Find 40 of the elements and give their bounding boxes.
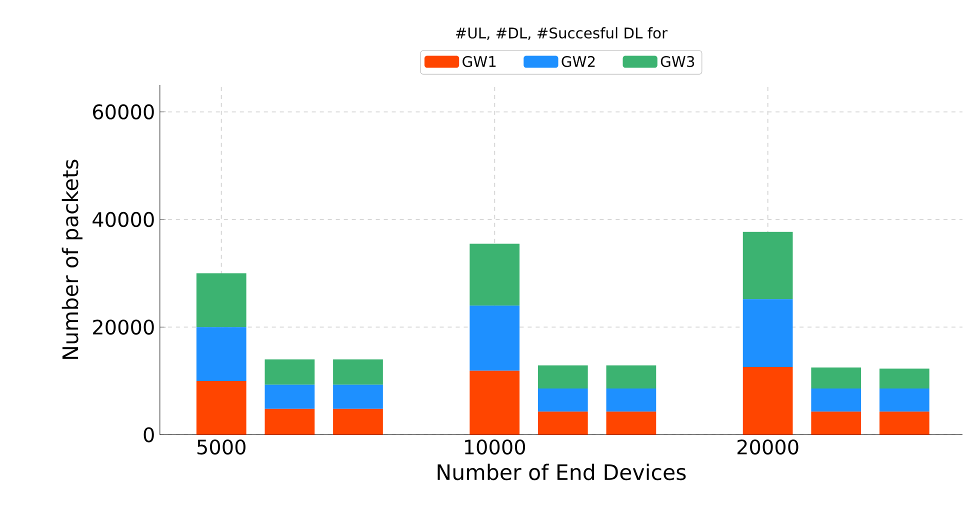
bar — [333, 360, 383, 385]
bar — [264, 409, 315, 435]
bar — [811, 388, 862, 412]
legend-label: GW2 — [562, 56, 595, 68]
y-tick-label: 60000 — [93, 104, 154, 120]
y-tick-label: 20000 — [93, 320, 154, 335]
x-tick-label: 20000 — [737, 440, 798, 455]
bar — [742, 232, 793, 300]
bar — [264, 384, 315, 410]
legend-label: GW3 — [660, 56, 694, 68]
bar — [470, 244, 520, 306]
bar — [196, 327, 246, 382]
bar — [811, 368, 862, 389]
y-tick-label: 40000 — [92, 212, 154, 228]
bar — [470, 306, 520, 371]
y-tick-label: 0 — [144, 427, 154, 442]
bar — [538, 412, 588, 435]
bar — [879, 388, 930, 412]
bar — [742, 367, 793, 435]
legend-title: #UL, #DL, #Succesful DL for — [456, 27, 668, 40]
x-tick-label: 10000 — [465, 440, 526, 455]
bar — [538, 365, 588, 389]
bar — [333, 409, 383, 435]
bar — [606, 412, 656, 435]
bar — [333, 384, 383, 410]
bar — [606, 388, 656, 412]
bar — [470, 370, 520, 435]
bar — [538, 388, 588, 412]
bar — [811, 412, 862, 435]
bar — [879, 412, 930, 435]
x-tick-label: 5000 — [197, 440, 246, 455]
bar — [196, 273, 246, 328]
bar — [879, 368, 930, 389]
x-axis-title: Number of End Devices — [438, 464, 686, 480]
y-axis-title: Number of packets — [62, 160, 82, 360]
legend-label: GW1 — [462, 56, 496, 68]
bar — [196, 381, 246, 435]
bar — [742, 299, 793, 368]
bar — [264, 360, 315, 385]
bar — [606, 365, 656, 389]
